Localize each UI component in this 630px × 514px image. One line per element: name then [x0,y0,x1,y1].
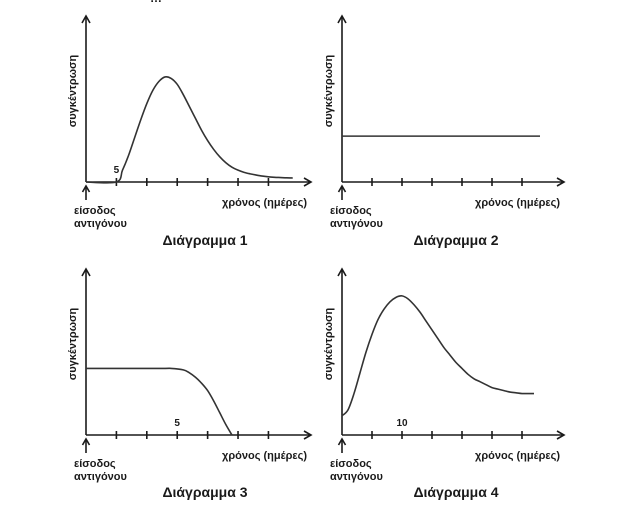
x-axis-arrowhead [556,177,566,187]
x-tick-label: 5 [174,418,180,429]
x-axis-arrowhead [556,430,566,440]
y-axis-label: συγκέντρωση [323,307,335,380]
y-axis-label: συγκέντρωση [323,54,335,127]
y-axis-arrowhead [81,14,91,24]
y-axis-label: συγκέντρωση [67,307,79,380]
y-axis-arrowhead [337,267,347,277]
antigen-entry-arrowhead [337,437,347,446]
origin-label-line1: είσοδος [330,458,372,470]
origin-label-line1: είσοδος [74,458,116,470]
origin-label-line2: αντιγόνου [330,471,383,483]
origin-label-line2: αντιγόνου [330,218,383,230]
origin-label-line1: είσοδος [74,205,116,217]
x-axis-label: χρόνος (ημέρες) [222,450,307,462]
origin-label-line2: αντιγόνου [74,471,127,483]
chart-panel-1: 5 συγκέντρωση χρόνος (ημέρες) είσοδοςαντιγό… [67,14,313,248]
x-axis-label: χρόνος (ημέρες) [475,450,560,462]
chart-title: Διάγραμμα 2 [413,232,498,248]
origin-label-line2: αντιγόνου [74,218,127,230]
antigen-entry-arrowhead [81,437,91,446]
x-axis-label: χρόνος (ημέρες) [222,197,307,209]
origin-label-line1: είσοδος [330,205,372,217]
x-axis-arrowhead [303,430,313,440]
x-tick-label: 5 [114,165,120,176]
chart-panel-2: συγκέντρωση χρόνος (ημέρες) είσοδοςαντιγόν… [323,14,566,248]
chart-title: Διάγραμμα 4 [413,484,498,500]
chart-title: Διάγραμμα 1 [162,232,247,248]
antigen-entry-arrowhead [337,184,347,193]
series-line [85,75,293,184]
series-line [85,367,233,436]
series-line [341,295,534,417]
chart-title: Διάγραμμα 3 [162,484,247,500]
chart-panel-3: 5 συγκέντρωση χρόνος (ημέρες) είσοδοςαντιγό… [67,267,313,500]
y-axis-label: συγκέντρωση [67,54,79,127]
x-tick-label: 10 [396,418,408,429]
antigen-entry-arrowhead [81,184,91,193]
top-partial-text: … [150,0,162,5]
y-axis-arrowhead [337,14,347,24]
x-axis-label: χρόνος (ημέρες) [475,197,560,209]
chart-panel-4: 10 συγκέντρωση χρόνος (ημέρες) είσοδοςαντιγ… [323,267,566,500]
y-axis-arrowhead [81,267,91,277]
x-axis-arrowhead [303,177,313,187]
